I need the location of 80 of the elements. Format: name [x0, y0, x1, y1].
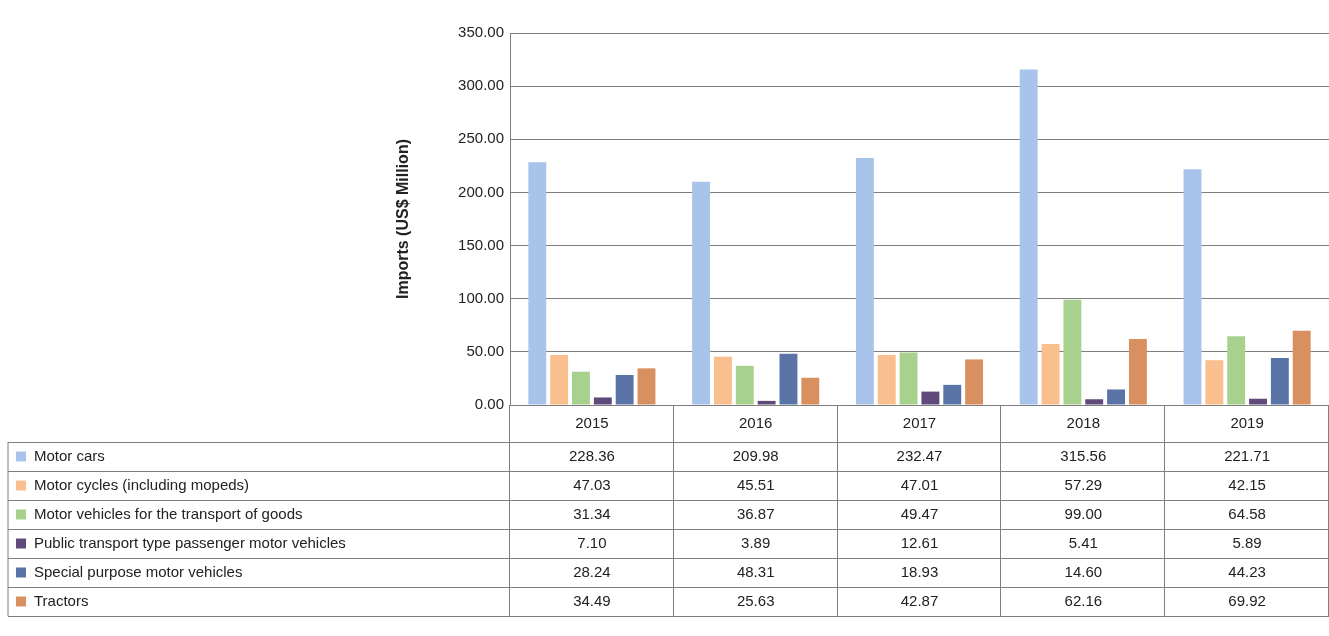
bar	[1227, 336, 1246, 405]
data-label: 57.29	[1064, 475, 1103, 493]
bar	[1183, 169, 1202, 405]
bar	[943, 384, 962, 405]
bar	[692, 181, 711, 405]
bar	[572, 371, 590, 405]
data-label: 228.36	[568, 446, 615, 464]
legend-label: Motor cars	[34, 446, 105, 464]
bar	[1270, 357, 1289, 405]
data-label: 14.60	[1064, 562, 1103, 580]
legend-label: Public transport type passenger motor vehicles	[34, 533, 346, 551]
y-tick-label: 350.00	[458, 23, 504, 41]
y-tick-label: 0.00	[474, 395, 504, 413]
data-label: 42.87	[900, 591, 939, 609]
y-tick-label: 300.00	[458, 76, 504, 94]
y-tick-label: 150.00	[458, 235, 504, 253]
bar	[779, 353, 798, 405]
data-label: 12.61	[900, 533, 939, 551]
bar	[1041, 344, 1060, 405]
bar	[1292, 330, 1311, 405]
legend-label: Motor cycles (including mopeds)	[34, 475, 250, 493]
x-tick-label: 2019	[1230, 414, 1264, 432]
data-label: 47.01	[900, 475, 939, 493]
data-label: 36.87	[736, 504, 775, 522]
bar	[550, 355, 569, 405]
bar	[965, 359, 984, 405]
bar	[877, 355, 896, 405]
data-label: 315.56	[1060, 446, 1107, 464]
data-label: 5.89	[1232, 533, 1262, 551]
x-tick-label: 2017	[902, 414, 937, 432]
data-label: 48.31	[736, 562, 775, 580]
bar	[855, 157, 874, 405]
data-label: 69.92	[1228, 591, 1266, 609]
legend-label: Motor vehicles for the transport of goods	[34, 504, 303, 522]
data-label: 31.34	[573, 504, 611, 522]
bar	[1019, 69, 1038, 405]
bar	[615, 374, 634, 405]
x-tick-label: 2016	[739, 414, 773, 432]
y-tick-label: 50.00	[466, 342, 504, 359]
bar	[528, 162, 547, 405]
data-label: 5.41	[1068, 533, 1098, 551]
bar	[1107, 389, 1126, 405]
data-label: 209.98	[732, 446, 779, 464]
legend-label: Tractors	[34, 591, 89, 609]
y-axis-title: Imports (US$ Million)	[394, 139, 412, 299]
data-label: 42.15	[1228, 475, 1266, 493]
bar	[637, 368, 656, 405]
data-label: 34.49	[573, 591, 611, 609]
bar	[801, 377, 820, 405]
y-tick-label: 250.00	[458, 129, 504, 147]
data-label: 44.23	[1228, 562, 1266, 580]
x-tick-label: 2015	[575, 414, 609, 432]
legend-label: Special purpose motor vehicles	[34, 562, 243, 580]
data-label: 25.63	[736, 591, 775, 609]
data-label: 99.00	[1064, 504, 1103, 522]
bar	[593, 397, 612, 405]
bar	[921, 391, 940, 405]
data-label: 64.58	[1228, 504, 1266, 522]
data-label: 62.16	[1064, 591, 1103, 609]
bar	[735, 365, 754, 405]
bar	[1128, 338, 1147, 405]
data-label: 45.51	[736, 475, 775, 493]
bar	[1249, 398, 1267, 405]
x-tick-label: 2018	[1066, 414, 1100, 432]
data-label: 7.10	[577, 533, 607, 551]
data-label: 3.89	[741, 533, 771, 551]
bar	[899, 352, 918, 405]
bar	[1085, 399, 1104, 405]
bar	[757, 400, 776, 405]
data-label: 221.71	[1224, 446, 1271, 464]
y-tick-label: 100.00	[458, 288, 504, 306]
data-label: 232.47	[896, 446, 943, 464]
bar	[713, 356, 732, 405]
bar	[1063, 299, 1082, 405]
bar	[1205, 360, 1224, 405]
data-label: 49.47	[900, 504, 939, 522]
data-label: 47.03	[573, 475, 611, 493]
data-label: 28.24	[573, 562, 611, 580]
data-label: 18.93	[900, 562, 939, 580]
y-tick-label: 200.00	[458, 182, 504, 200]
